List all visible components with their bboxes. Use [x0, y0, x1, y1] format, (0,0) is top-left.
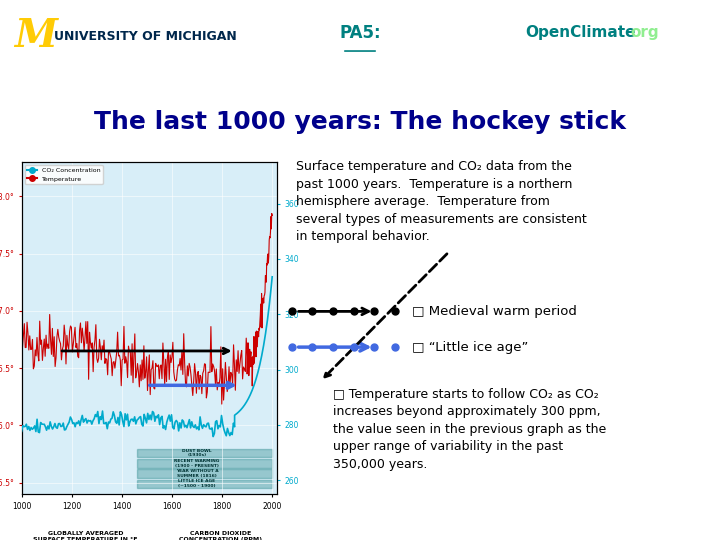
- Text: YEAR WITHOUT A
SUMMER (1816): YEAR WITHOUT A SUMMER (1816): [176, 469, 218, 478]
- Text: GLOBALLY AVERAGED
SURFACE TEMPERATURE IN °F: GLOBALLY AVERAGED SURFACE TEMPERATURE IN…: [33, 531, 138, 540]
- Text: PA5:: PA5:: [339, 24, 381, 42]
- Bar: [137, 449, 272, 457]
- Text: The last 1000 years: The hockey stick: The last 1000 years: The hockey stick: [94, 110, 626, 134]
- Text: □ “Little ice age”: □ “Little ice age”: [412, 341, 528, 354]
- Legend: CO₂ Concentration, Temperature: CO₂ Concentration, Temperature: [24, 165, 103, 184]
- Text: □ Temperature starts to follow CO₂ as CO₂
increases beyond approximately 300 ppm: □ Temperature starts to follow CO₂ as CO…: [333, 388, 606, 471]
- Text: CARBON DIOXIDE
CONCENTRATION (PPM): CARBON DIOXIDE CONCENTRATION (PPM): [179, 531, 263, 540]
- Bar: [137, 480, 272, 488]
- Text: Surface temperature and CO₂ data from the
past 1000 years.  Temperature is a nor: Surface temperature and CO₂ data from th…: [296, 160, 587, 243]
- Text: org: org: [630, 25, 659, 40]
- Text: OpenClimate: OpenClimate: [526, 25, 636, 40]
- Text: RECENT WARMING
(1900 - PRESENT): RECENT WARMING (1900 - PRESENT): [174, 459, 220, 468]
- Text: □ Medieval warm period: □ Medieval warm period: [412, 305, 577, 318]
- Bar: [137, 459, 272, 468]
- Text: M: M: [14, 17, 58, 56]
- Text: UNIVERSITY OF MICHIGAN: UNIVERSITY OF MICHIGAN: [54, 30, 237, 43]
- Text: LITTLE ICE AGE
(~1500 - 1900): LITTLE ICE AGE (~1500 - 1900): [179, 480, 216, 488]
- Bar: [137, 469, 272, 478]
- Text: DUST BOWL
(1930s): DUST BOWL (1930s): [182, 449, 212, 457]
